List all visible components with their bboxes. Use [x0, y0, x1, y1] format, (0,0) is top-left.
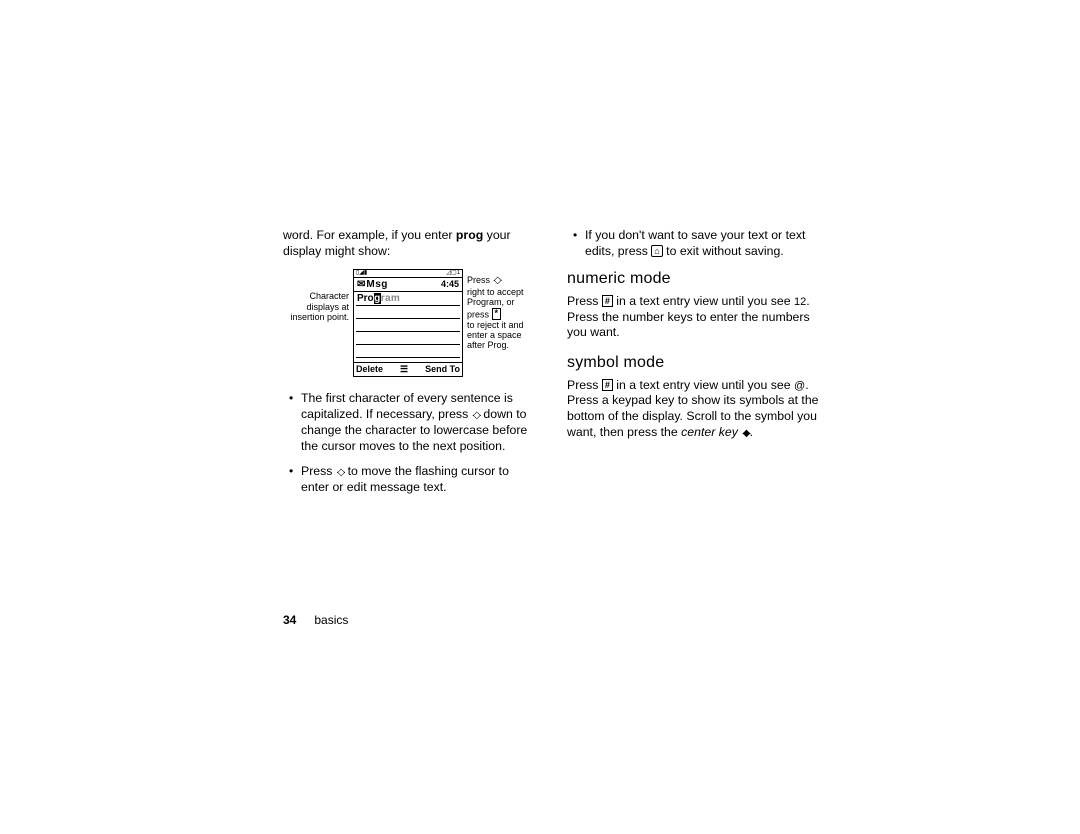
phone-titlebar: ✉ Msg 4:45: [354, 278, 462, 292]
end-key-icon: ⌂: [651, 245, 662, 257]
text-line: [356, 357, 460, 358]
callout-right-l2: right to accept: [467, 287, 524, 297]
phone-compose-area: Program: [354, 292, 462, 362]
callout-right-l6: enter a space: [467, 330, 522, 340]
text-line: [356, 318, 460, 319]
symbol-paragraph: Press # in a text entry view until you s…: [567, 378, 823, 441]
hash-key-icon: #: [602, 295, 613, 307]
callout-left-l1: Character: [309, 291, 349, 301]
callout-right-l5: to reject it and: [467, 320, 524, 330]
section-name: basics: [314, 613, 348, 627]
intro-bold-word: prog: [456, 228, 483, 242]
page-footer: 34 basics: [283, 613, 348, 627]
symbol-b: in a text entry view until you see: [613, 378, 794, 392]
callout-right-l4: press: [467, 309, 492, 319]
callout-right: Press ·◇· right to accept Program, or pr…: [467, 269, 537, 350]
bullet-item: The first character of every sentence is…: [283, 391, 539, 454]
nav-glyph-icon: ·◇·: [472, 410, 480, 423]
phone-softkeys: Delete ☰ Send To: [354, 362, 462, 376]
softkey-right: Send To: [425, 364, 460, 376]
callout-right-l1: Press: [467, 275, 493, 285]
bullet3-b: to exit without saving.: [663, 244, 784, 258]
symbol-e: .: [750, 425, 753, 439]
left-column: word. For example, if you enter prog you…: [283, 228, 539, 506]
phone-statusbar: ▯◢▮ ◿▢1: [354, 270, 462, 278]
center-key-italic: center key: [681, 425, 738, 439]
phone-figure: Character displays at insertion point. ▯…: [283, 269, 539, 377]
bullet2-a: Press: [301, 464, 336, 478]
numeric-symbol: 12: [794, 296, 806, 308]
numeric-a: Press: [567, 294, 602, 308]
symbol-symbol: @: [794, 380, 805, 392]
bullet-item: Press ·◇· to move the flashing cursor to…: [283, 464, 539, 496]
text-line: [356, 344, 460, 345]
hash-key-icon: #: [602, 379, 613, 391]
softkey-left: Delete: [356, 364, 383, 376]
statusbar-right: ◿▢1: [446, 270, 460, 278]
text-line: [356, 331, 460, 332]
predicted-chars: ram: [381, 293, 400, 306]
nav-glyph-icon: ·◇·: [493, 275, 501, 287]
compose-word: Program: [357, 293, 400, 306]
right-bullets: If you don't want to save your text or t…: [567, 228, 823, 259]
left-bullets: The first character of every sentence is…: [283, 391, 539, 496]
msg-icon: ✉ Msg: [357, 279, 388, 292]
phone-time: 4:45: [441, 279, 459, 291]
symbol-mode-heading: symbol mode: [567, 353, 823, 373]
right-column: If you don't want to save your text or t…: [567, 228, 823, 506]
phone-title: Msg: [366, 279, 388, 292]
phone-screen: ▯◢▮ ◿▢1 ✉ Msg 4:45 Program: [353, 269, 463, 377]
text-line: [356, 305, 460, 306]
numeric-b: in a text entry view until you see: [613, 294, 794, 308]
callout-right-l3: Program, or: [467, 297, 515, 307]
callout-left-l2: displays at: [306, 302, 349, 312]
bullet-item: If you don't want to save your text or t…: [567, 228, 823, 259]
numeric-paragraph: Press # in a text entry view until you s…: [567, 294, 823, 341]
intro-text-a: word. For example, if you enter: [283, 228, 456, 242]
numeric-mode-heading: numeric mode: [567, 269, 823, 289]
softkey-center: ☰: [400, 364, 408, 376]
typed-chars: Prog: [357, 293, 381, 306]
intro-paragraph: word. For example, if you enter prog you…: [283, 228, 539, 259]
callout-right-l7: after Prog.: [467, 340, 509, 350]
callout-left-l3: insertion point.: [290, 312, 349, 322]
center-key-glyph-icon: ·◆·: [741, 428, 749, 441]
symbol-a: Press: [567, 378, 602, 392]
page-content: word. For example, if you enter prog you…: [283, 228, 823, 506]
callout-left: Character displays at insertion point.: [285, 269, 349, 322]
star-key-icon: *: [492, 308, 502, 320]
page-number: 34: [283, 613, 296, 627]
statusbar-left: ▯◢▮: [356, 270, 367, 278]
nav-glyph-icon: ·◇·: [336, 467, 344, 480]
